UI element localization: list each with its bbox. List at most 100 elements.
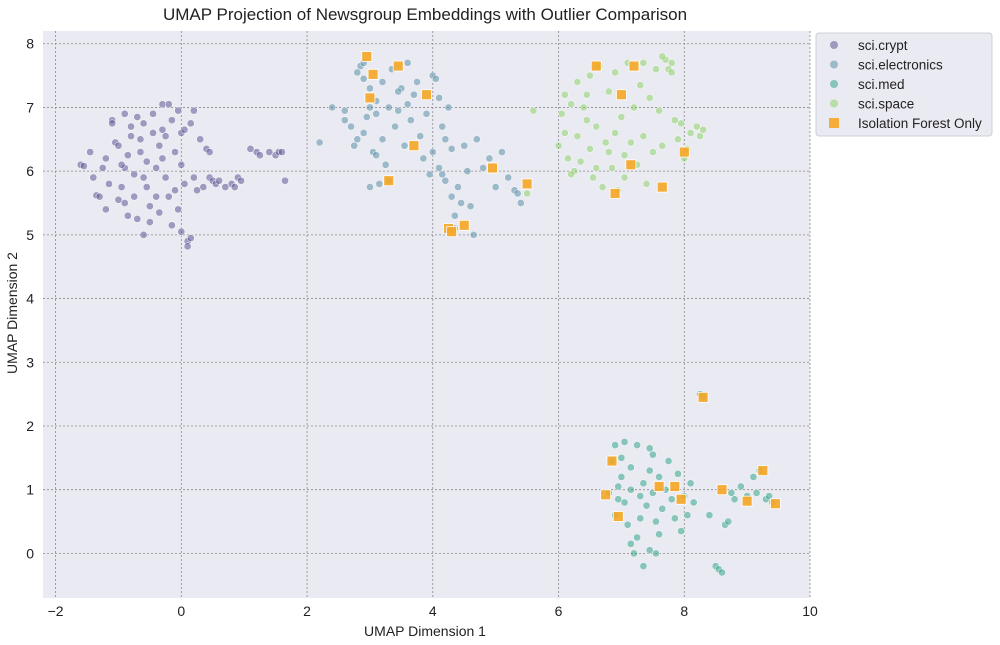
y-tick-label: 2 <box>26 418 34 434</box>
point-sci-crypt <box>180 125 189 134</box>
point-sci-space <box>642 180 651 188</box>
legend-label-sci-crypt: sci.crypt <box>858 38 908 53</box>
y-axis-label: UMAP Dimension 2 <box>4 252 20 374</box>
point-sci-space <box>567 170 575 179</box>
legend-label-sci-med: sci.med <box>858 77 905 92</box>
point-sci-space <box>658 141 667 150</box>
y-tick-label: 7 <box>26 99 34 115</box>
point-sci-crypt <box>193 186 201 195</box>
point-isolation-forest-only <box>458 219 470 231</box>
legend-marker-isolation-forest-only <box>829 118 839 128</box>
point-sci-med <box>645 546 654 555</box>
point-sci-electronics <box>372 151 381 160</box>
point-sci-crypt <box>164 192 173 201</box>
point-sci-med <box>636 514 645 523</box>
point-sci-electronics <box>460 141 469 150</box>
point-sci-electronics <box>340 116 349 125</box>
point-sci-crypt <box>190 106 198 115</box>
point-sci-crypt <box>152 164 161 172</box>
point-sci-electronics <box>498 148 506 156</box>
point-sci-crypt <box>158 154 167 163</box>
point-isolation-forest-only <box>615 89 627 101</box>
point-sci-crypt <box>130 192 139 201</box>
point-sci-med <box>639 562 648 570</box>
point-sci-med <box>667 495 676 504</box>
point-sci-electronics <box>340 106 349 115</box>
point-sci-space <box>667 59 676 67</box>
point-isolation-forest-only <box>716 484 728 496</box>
point-isolation-forest-only <box>364 92 376 104</box>
point-sci-space <box>696 132 704 140</box>
point-sci-space <box>582 90 591 99</box>
point-sci-crypt <box>174 205 183 214</box>
point-sci-electronics <box>450 211 459 220</box>
point-sci-crypt <box>158 125 167 134</box>
point-isolation-forest-only <box>383 175 395 187</box>
point-sci-med <box>614 482 623 491</box>
point-sci-electronics <box>447 192 456 201</box>
point-sci-crypt <box>186 119 195 128</box>
point-sci-space <box>674 135 682 144</box>
point-sci-crypt <box>139 119 148 128</box>
point-sci-crypt <box>281 176 289 185</box>
y-tick-label: 3 <box>26 354 34 370</box>
point-sci-space <box>630 103 638 112</box>
point-isolation-forest-only <box>606 455 618 467</box>
point-sci-med <box>736 482 745 491</box>
point-sci-electronics <box>457 199 465 207</box>
point-sci-crypt <box>199 183 208 191</box>
point-sci-electronics <box>425 170 434 179</box>
point-sci-med <box>617 473 626 481</box>
point-isolation-forest-only <box>675 493 687 505</box>
point-sci-electronics <box>350 141 359 150</box>
legend-box <box>815 32 993 137</box>
point-sci-crypt <box>86 148 95 156</box>
point-sci-med <box>614 495 623 504</box>
point-sci-crypt <box>80 162 88 170</box>
point-sci-crypt <box>221 183 230 191</box>
point-sci-crypt <box>146 218 154 226</box>
x-tick-label: 8 <box>680 603 688 619</box>
point-sci-space <box>639 59 648 67</box>
point-sci-crypt <box>124 211 132 220</box>
point-sci-med <box>705 511 714 520</box>
point-sci-med <box>724 517 733 526</box>
point-sci-crypt <box>149 129 157 137</box>
x-tick-label: 4 <box>429 603 437 619</box>
point-sci-space <box>554 141 563 150</box>
point-isolation-forest-only <box>625 159 637 171</box>
legend-marker-sci-crypt <box>830 41 838 49</box>
point-sci-crypt <box>186 234 195 242</box>
point-sci-crypt <box>246 145 255 153</box>
point-sci-crypt <box>142 157 151 166</box>
point-sci-electronics <box>466 202 475 211</box>
legend-label-sci-space: sci.space <box>858 97 914 112</box>
x-tick-label: 0 <box>177 603 185 619</box>
legend-label-sci-electronics: sci.electronics <box>858 58 943 73</box>
point-sci-electronics <box>435 164 443 172</box>
point-sci-crypt <box>89 173 98 182</box>
point-sci-crypt <box>164 100 173 109</box>
point-isolation-forest-only <box>697 391 709 403</box>
point-sci-electronics <box>435 94 443 102</box>
point-sci-space <box>655 106 663 115</box>
point-sci-electronics <box>366 183 374 191</box>
point-sci-med <box>652 549 660 558</box>
point-sci-electronics <box>513 189 522 198</box>
point-sci-crypt <box>161 173 170 182</box>
point-sci-crypt <box>171 186 179 195</box>
point-sci-crypt <box>139 231 148 239</box>
point-sci-electronics <box>366 84 374 93</box>
point-sci-med <box>686 479 695 488</box>
point-sci-electronics <box>479 164 487 172</box>
point-sci-crypt <box>177 160 186 169</box>
point-sci-electronics <box>394 106 403 115</box>
point-sci-crypt <box>146 202 154 211</box>
y-axis-ticks: 0 1 2 3 4 5 6 7 8 <box>26 36 34 562</box>
point-sci-crypt <box>130 170 139 179</box>
point-sci-space <box>611 129 619 137</box>
point-sci-med <box>718 568 726 577</box>
point-isolation-forest-only <box>612 511 624 522</box>
x-tick-label: 6 <box>555 603 563 619</box>
point-isolation-forest-only <box>446 226 458 238</box>
